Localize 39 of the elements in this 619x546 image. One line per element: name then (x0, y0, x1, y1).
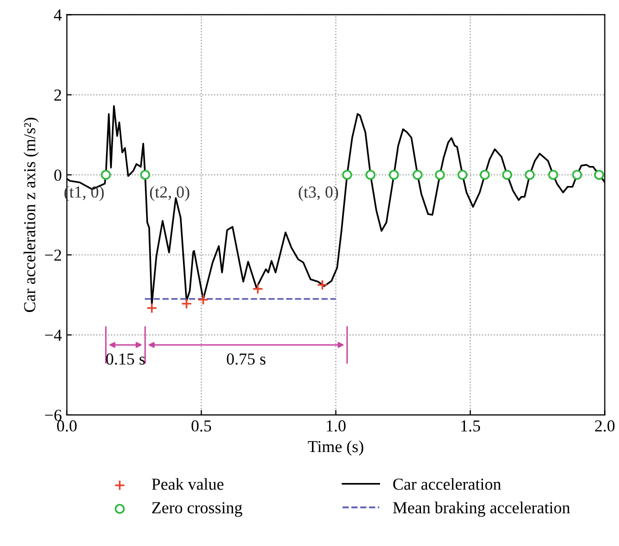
x-tick-label: 2.0 (595, 420, 615, 432)
point (100, 170, 111, 180)
annotation: (t2, 0) (150, 186, 190, 202)
point (572, 170, 582, 180)
point (594, 170, 604, 180)
point (252, 283, 264, 294)
point (480, 170, 490, 180)
annotation: 0.75 s (226, 353, 266, 365)
point (342, 170, 352, 180)
legend-label: Mean braking acceleration (393, 502, 570, 517)
annotation: (t3, 0) (298, 186, 338, 202)
y-tick-label: 0 (54, 170, 62, 181)
point (388, 170, 399, 180)
point (366, 170, 376, 180)
point (316, 279, 328, 290)
x-tick-label: 0.0 (57, 420, 77, 432)
y-axis-title: Car acceleration z axis (m/s²) (24, 118, 39, 312)
x-axis-title: Time (s) (308, 440, 364, 456)
point (140, 170, 150, 180)
y-tick-label: 4 (54, 10, 62, 21)
legend-label: Zero crossing (152, 502, 242, 517)
legend-label: Car acceleration (393, 478, 502, 490)
y-tick-label: 2 (54, 90, 62, 101)
point (181, 298, 192, 310)
point (146, 302, 158, 314)
point (548, 170, 558, 180)
point (457, 170, 468, 180)
y-tick-label: −6 (45, 410, 62, 421)
y-tick-label: −2 (45, 250, 62, 261)
point (502, 170, 512, 180)
x-tick-label: 1.0 (326, 420, 346, 432)
x-tick-label: 0.5 (192, 420, 212, 432)
point (524, 170, 535, 180)
y-tick-label: −4 (45, 330, 62, 341)
point (434, 170, 445, 180)
point (198, 294, 209, 306)
point (412, 170, 423, 180)
legend-label: Peak value (152, 478, 224, 490)
x-tick-label: 1.5 (461, 420, 480, 432)
